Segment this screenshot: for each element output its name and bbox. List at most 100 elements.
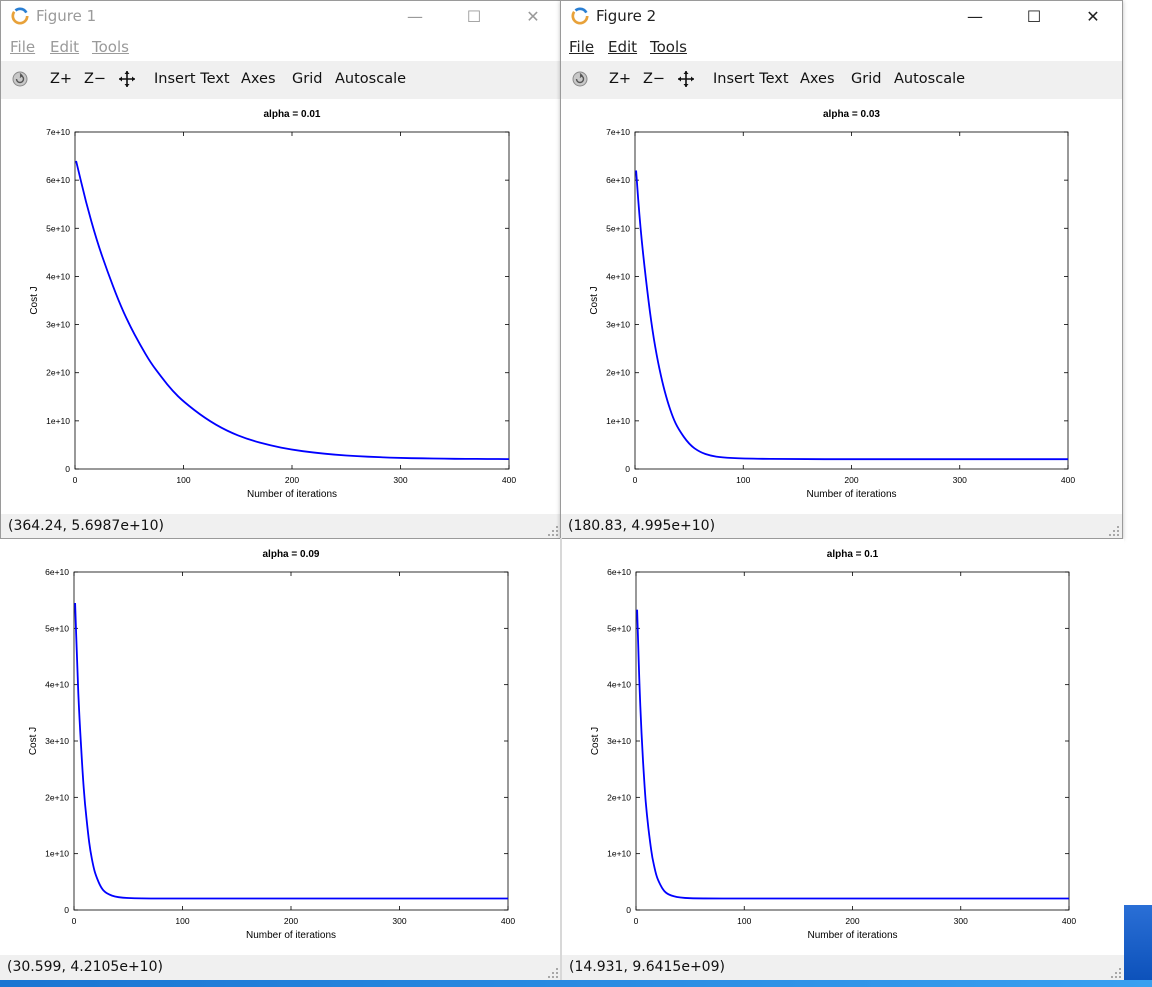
- chart-title: alpha = 0.1: [827, 549, 879, 560]
- cost-chart-alpha-0-09[interactable]: alpha = 0.09 0 100 200 300 400 0 1e+10 2e+10 3e+1…: [0, 539, 560, 955]
- insert-text-button[interactable]: Insert Text: [713, 71, 789, 87]
- menu-edit-label: Edit: [50, 38, 80, 56]
- octave-logo-icon: [11, 7, 29, 25]
- resize-grip-icon[interactable]: [1111, 968, 1121, 978]
- close-button[interactable]: ✕: [526, 6, 540, 26]
- y-tick-label: 1e+10: [607, 849, 631, 859]
- figure-2-window: Figure 2 — ☐ ✕ File Edit Tools Z+ Z− Ins…: [560, 0, 1123, 539]
- plot-frame: [634, 131, 1069, 470]
- menu-tools-label: Tools: [92, 38, 129, 56]
- resize-grip-icon[interactable]: [548, 968, 558, 978]
- y-tick-label: 5e+10: [45, 623, 69, 633]
- y-tick-label: 3e+10: [45, 736, 69, 746]
- x-tick-label: 300: [954, 916, 968, 926]
- pan-icon[interactable]: [677, 70, 695, 88]
- y-tick-label: 2e+10: [607, 792, 631, 802]
- cost-chart-alpha-0-03[interactable]: alpha = 0.03 0 100 200 300 400 0 1e+10 2e+10 3e+1…: [561, 99, 1122, 514]
- statusbar: (14.931, 9.6415e+09): [562, 955, 1124, 981]
- y-tick-label: 7e+10: [606, 127, 630, 137]
- zoom-in-button[interactable]: Z+: [609, 71, 632, 87]
- y-tick-label: 0: [625, 464, 630, 474]
- zoom-in-button[interactable]: Z+: [50, 71, 73, 87]
- plot-frame: [635, 571, 1070, 911]
- window-divider: [560, 538, 562, 981]
- axes-button[interactable]: Axes: [241, 71, 276, 87]
- axes-button[interactable]: Axes: [800, 71, 835, 87]
- y-tick-label: 6e+10: [607, 567, 631, 577]
- menu-file[interactable]: File: [569, 38, 594, 56]
- window-title: Figure 2: [596, 7, 657, 25]
- plot-frame: [73, 571, 509, 911]
- x-tick-label: 200: [845, 916, 859, 926]
- y-tick-label: 4e+10: [45, 680, 69, 690]
- y-axis-label: Cost J: [590, 727, 601, 755]
- autoscale-button[interactable]: Autoscale: [335, 71, 407, 87]
- x-tick-label: 100: [175, 916, 189, 926]
- rotate-icon[interactable]: [11, 70, 29, 88]
- cost-series-line: [74, 602, 508, 900]
- desktop-background: [1124, 0, 1152, 987]
- rotate-icon[interactable]: [571, 70, 589, 88]
- x-tick-label: 200: [285, 475, 299, 485]
- cursor-coordinates: (30.599, 4.2105e+10): [7, 959, 163, 975]
- grid-button[interactable]: Grid: [851, 71, 882, 87]
- cost-chart-alpha-0-1[interactable]: alpha = 0.1 0 100 200 300 400 0 1e+10 2e+10 3e+10…: [562, 539, 1124, 955]
- x-axis-label: Number of iterations: [247, 489, 337, 500]
- zoom-out-button[interactable]: Z−: [643, 71, 666, 87]
- x-tick-label: 100: [736, 475, 750, 485]
- maximize-button[interactable]: ☐: [1026, 6, 1042, 26]
- x-tick-label: 400: [501, 916, 515, 926]
- x-axis-label: Number of iterations: [807, 930, 897, 941]
- cursor-coordinates: (14.931, 9.6415e+09): [569, 959, 725, 975]
- y-tick-label: 6e+10: [45, 567, 69, 577]
- menu-tools[interactable]: Tools: [92, 38, 129, 56]
- zoom-out-button[interactable]: Z−: [84, 71, 107, 87]
- insert-text-button[interactable]: Insert Text: [154, 71, 230, 87]
- titlebar[interactable]: Figure 1 — ☐ ✕: [1, 1, 561, 31]
- toolbar: Z+ Z− Insert Text Axes Grid Autoscale: [1, 61, 561, 100]
- plot-area: alpha = 0.1 0 100 200 300 400 0 1e+10 2e+10 3e+10…: [562, 539, 1124, 955]
- menu-file[interactable]: File: [10, 38, 35, 56]
- titlebar[interactable]: Figure 2 — ☐ ✕: [561, 1, 1122, 31]
- y-tick-label: 4e+10: [607, 680, 631, 690]
- y-tick-label: 4e+10: [606, 271, 630, 281]
- cost-series-line: [75, 160, 510, 460]
- x-tick-label: 0: [633, 475, 638, 485]
- close-button[interactable]: ✕: [1086, 6, 1100, 26]
- y-tick-label: 0: [626, 905, 631, 915]
- window-title: Figure 1: [36, 7, 97, 25]
- minimize-button[interactable]: —: [967, 6, 983, 26]
- figure-1-window: Figure 1 — ☐ ✕ File Edit Tools Z+ Z− Ins…: [0, 0, 562, 539]
- cost-series-line: [635, 170, 1068, 461]
- y-tick-label: 5e+10: [607, 623, 631, 633]
- y-tick-label: 6e+10: [46, 175, 70, 185]
- y-tick-label: 5e+10: [606, 223, 630, 233]
- chart-title: alpha = 0.01: [264, 109, 321, 120]
- autoscale-button[interactable]: Autoscale: [894, 71, 966, 87]
- cursor-coordinates: (180.83, 4.995e+10): [568, 518, 716, 534]
- menu-tools[interactable]: Tools: [650, 38, 687, 56]
- y-tick-label: 7e+10: [46, 127, 70, 137]
- cursor-coordinates: (364.24, 5.6987e+10): [8, 518, 164, 534]
- octave-logo-icon: [571, 7, 589, 25]
- grid-button[interactable]: Grid: [292, 71, 323, 87]
- resize-grip-icon[interactable]: [548, 526, 558, 536]
- plot-area: alpha = 0.09 0 100 200 300 400 0 1e+10 2e+10 3e+1…: [0, 539, 561, 955]
- statusbar: (180.83, 4.995e+10): [561, 514, 1122, 538]
- menu-edit-label: Edit: [608, 38, 638, 56]
- y-axis-label: Cost J: [28, 727, 39, 755]
- x-tick-label: 200: [284, 916, 298, 926]
- cost-chart-alpha-0-01[interactable]: alpha = 0.01 0 100 200 300 400 0 1e+10 2e+10 3e+1…: [1, 99, 561, 514]
- maximize-button[interactable]: ☐: [466, 6, 482, 26]
- y-axis-label: Cost J: [589, 286, 600, 314]
- y-tick-label: 3e+10: [607, 736, 631, 746]
- y-tick-label: 4e+10: [46, 271, 70, 281]
- minimize-button[interactable]: —: [407, 6, 423, 26]
- menu-edit[interactable]: Edit: [50, 38, 79, 56]
- y-axis-label: Cost J: [29, 286, 40, 314]
- menu-edit[interactable]: Edit: [608, 38, 637, 56]
- y-tick-label: 3e+10: [606, 320, 630, 330]
- pan-icon[interactable]: [118, 70, 136, 88]
- x-tick-label: 0: [634, 916, 639, 926]
- resize-grip-icon[interactable]: [1109, 526, 1119, 536]
